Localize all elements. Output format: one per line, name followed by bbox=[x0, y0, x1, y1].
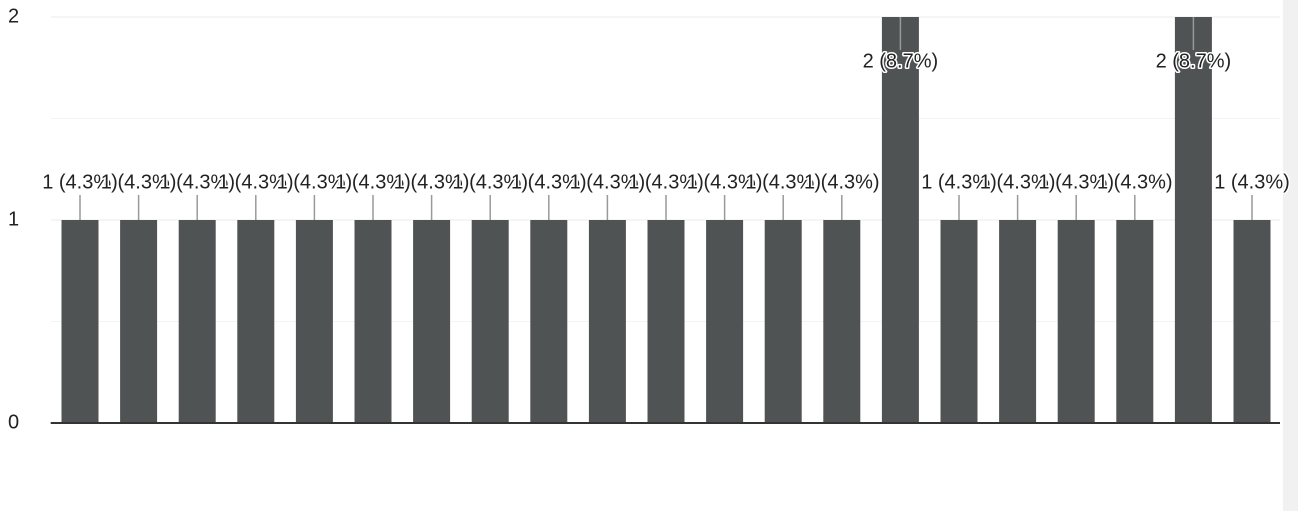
y-tick-label: 0 bbox=[8, 411, 19, 433]
data-label: 1 (4.3%) bbox=[628, 171, 704, 193]
bar bbox=[120, 220, 158, 423]
data-label: 1 (4.3%) bbox=[1097, 171, 1173, 193]
bar bbox=[237, 220, 275, 423]
data-label: 1 (4.3%) bbox=[218, 171, 294, 193]
data-label: 1 (4.3%) bbox=[687, 171, 763, 193]
bar bbox=[706, 220, 744, 423]
data-label: 1 (4.3%) bbox=[980, 171, 1056, 193]
bar bbox=[1174, 17, 1212, 423]
data-label: 1 (4.3%) bbox=[745, 171, 821, 193]
y-tick-label: 1 bbox=[8, 208, 19, 230]
data-label: 1 (4.3%) bbox=[335, 171, 411, 193]
bar bbox=[471, 220, 509, 423]
bar bbox=[1233, 220, 1271, 423]
data-label: 1 (4.3%) bbox=[511, 171, 587, 193]
y-tick-label: 2 bbox=[8, 5, 19, 27]
data-label: 1 (4.3%) bbox=[277, 171, 353, 193]
bar bbox=[823, 220, 861, 423]
scrollbar[interactable] bbox=[1283, 0, 1298, 511]
bar bbox=[354, 220, 392, 423]
bar bbox=[413, 220, 451, 423]
bar bbox=[1116, 220, 1154, 423]
data-label: 2 (8.7%) bbox=[863, 50, 939, 72]
data-label: 1 (4.3%) bbox=[394, 171, 470, 193]
data-label: 1 (4.3%) bbox=[101, 171, 177, 193]
bar bbox=[61, 220, 99, 423]
bar bbox=[588, 220, 626, 423]
data-label: 1 (4.3%) bbox=[452, 171, 528, 193]
bar bbox=[1057, 220, 1095, 423]
data-label: 1 (4.3%) bbox=[159, 171, 235, 193]
bar bbox=[530, 220, 568, 423]
data-label: 1 (4.3%) bbox=[1038, 171, 1114, 193]
data-label: 1 (4.3%) bbox=[804, 171, 880, 193]
bar bbox=[940, 220, 978, 423]
bar bbox=[999, 220, 1037, 423]
data-label: 2 (8.7%) bbox=[1156, 50, 1232, 72]
bar bbox=[647, 220, 685, 423]
bar bbox=[881, 17, 919, 423]
bar bbox=[764, 220, 802, 423]
data-label: 1 (4.3%) bbox=[921, 171, 997, 193]
data-label: 1 (4.3%) bbox=[1214, 171, 1290, 193]
data-label: 1 (4.3%) bbox=[42, 171, 118, 193]
bar bbox=[295, 220, 333, 423]
bar bbox=[178, 220, 216, 423]
data-label: 1 (4.3%) bbox=[570, 171, 646, 193]
